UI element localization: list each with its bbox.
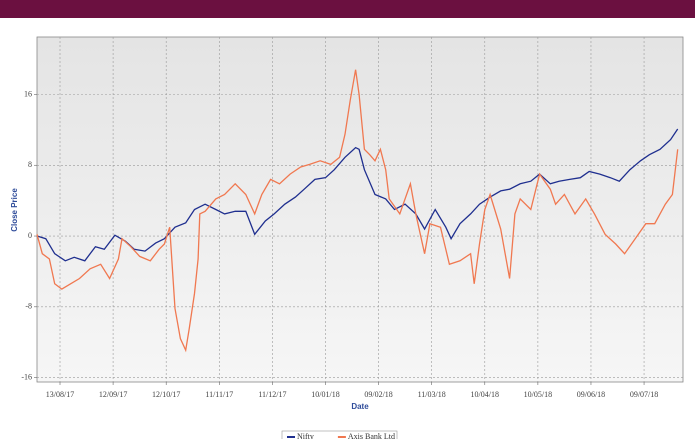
series-line <box>36 128 679 262</box>
y-axis-label: Close Price <box>10 188 19 232</box>
y-tick-label: 8 <box>28 160 32 169</box>
x-axis-label: Date <box>351 402 369 411</box>
x-tick-label: 09/06/18 <box>577 390 605 399</box>
y-tick-label: 0 <box>28 231 32 240</box>
x-tick-label: 10/04/18 <box>471 390 499 399</box>
x-tick-label: 12/10/17 <box>152 390 180 399</box>
header-bar <box>0 0 695 18</box>
legend-box <box>281 430 398 439</box>
plot-area <box>36 36 684 383</box>
y-tick-label: 16 <box>24 89 32 98</box>
x-tick-label: 10/05/18 <box>524 390 552 399</box>
lines <box>36 69 679 353</box>
y-tick-label: -16 <box>21 372 32 381</box>
legend: Nifty Axis Bank Ltd <box>287 432 395 439</box>
x-tick-label: 13/08/17 <box>46 390 74 399</box>
legend-label: Nifty <box>297 432 314 439</box>
series-line <box>36 69 679 353</box>
x-tick-label: 12/09/17 <box>99 390 127 399</box>
x-tick-label: 11/11/17 <box>205 390 233 399</box>
x-tick-label: 09/02/18 <box>364 390 392 399</box>
legend-label: Axis Bank Ltd <box>348 432 395 439</box>
x-tick-label: 10/01/18 <box>311 390 339 399</box>
grid: 16 8 0 -8 -16 13/08/17 12/09/17 12/10/17 11/11/1… <box>21 37 683 399</box>
x-tick-label: 11/03/18 <box>418 390 446 399</box>
y-tick-label: -8 <box>25 302 32 311</box>
x-tick-label: 11/12/17 <box>258 390 286 399</box>
x-tick-label: 09/07/18 <box>630 390 658 399</box>
